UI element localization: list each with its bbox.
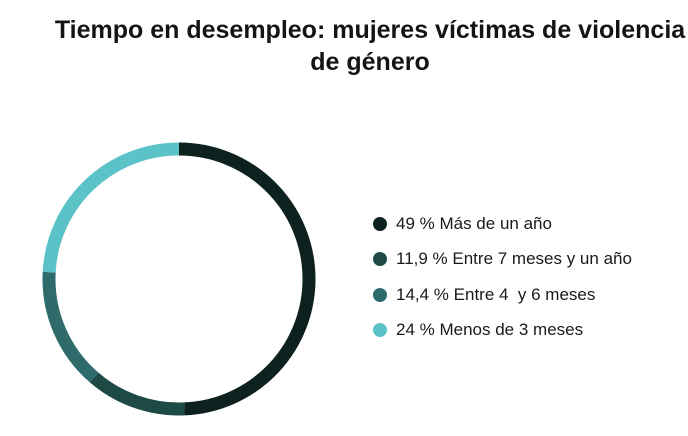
legend-item-entre-4-y-6-meses: 14,4 % Entre 4 y 6 meses [373, 277, 632, 313]
legend-item-entre-7-meses-y-un-ano: 11,9 % Entre 7 meses y un año [373, 242, 632, 278]
slice-mas-de-un-ano [178, 142, 316, 416]
legend-label: 49 % Más de un año [396, 213, 552, 233]
legend-label: 14,4 % Entre 4 y 6 meses [396, 284, 596, 304]
legend-marker [373, 216, 387, 231]
slice-entre-4-y-6-meses [42, 271, 99, 383]
legend-label: 11,9 % Entre 7 meses y un año [396, 249, 632, 269]
legend-item-mas-de-un-ano: 49 % Más de un año [373, 206, 632, 242]
slice-menos-de-3-meses [42, 142, 180, 273]
legend-marker [373, 252, 387, 267]
chart-legend: 49 % Más de un año 11,9 % Entre 7 meses y… [373, 206, 632, 348]
chart-title: Tiempo en desempleo: mujeres víctimas de… [54, 16, 686, 76]
legend-label: 24 % Menos de 3 meses [396, 320, 584, 340]
legend-marker [373, 323, 387, 338]
slice-entre-7-meses-y-un-ano [89, 372, 185, 416]
legend-item-menos-de-3-meses: 24 % Menos de 3 meses [373, 313, 632, 349]
legend-marker [373, 287, 387, 302]
